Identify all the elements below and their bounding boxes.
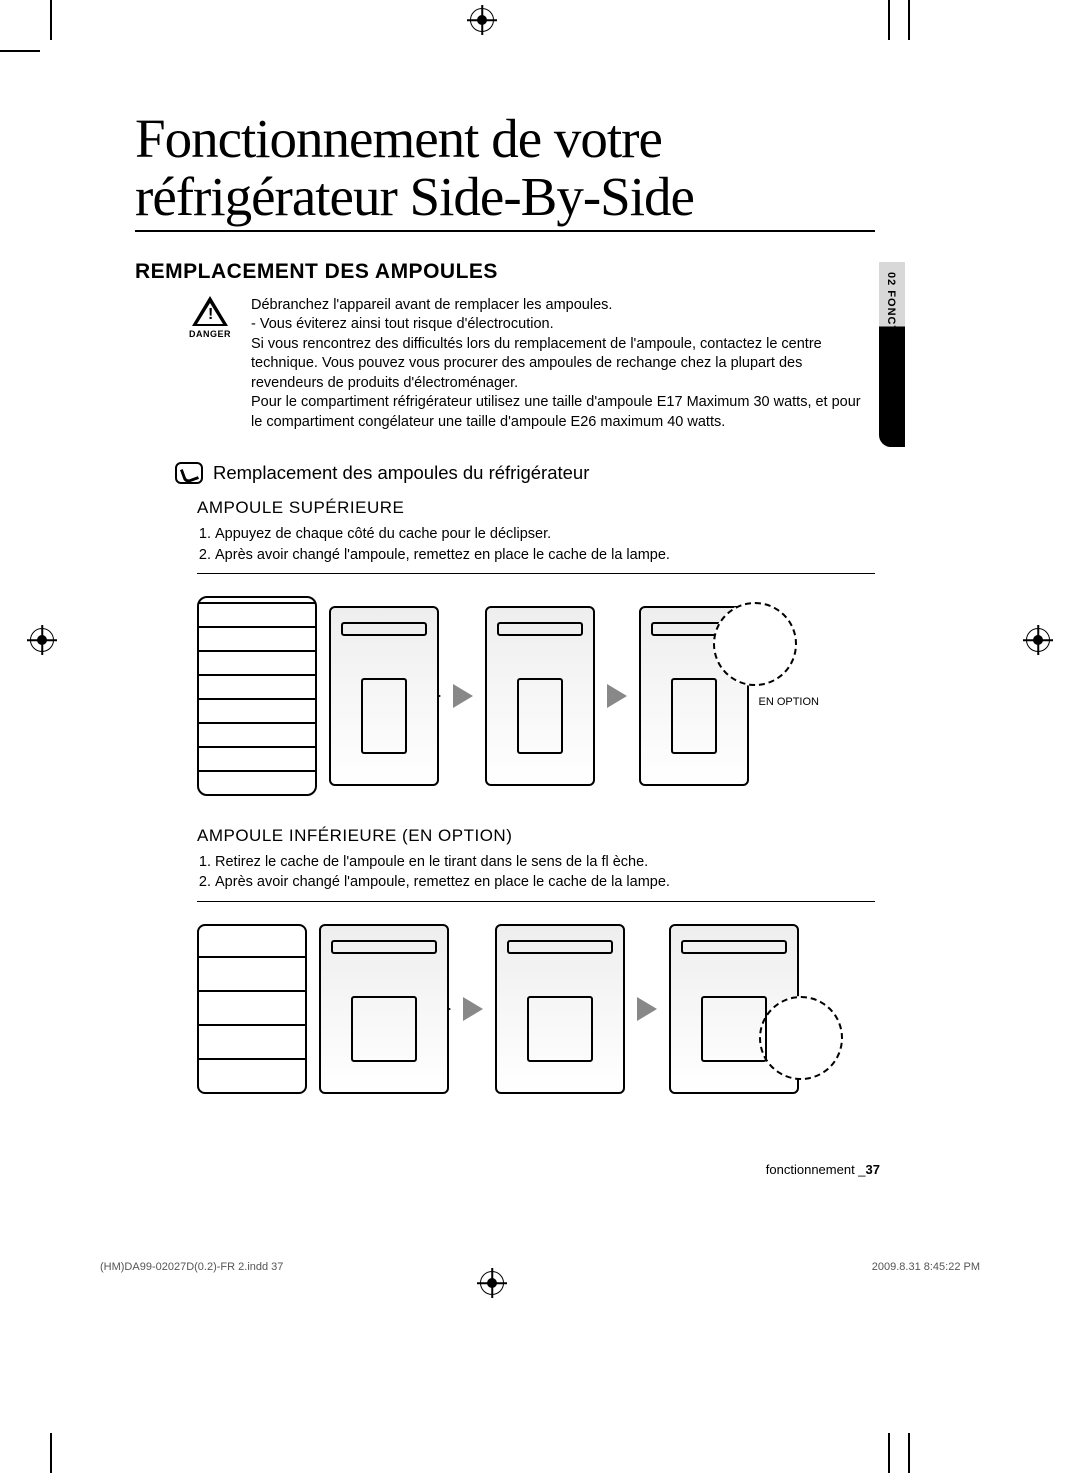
fridge-diagram [197, 924, 307, 1094]
registration-mark [470, 8, 494, 32]
arrow-icon [463, 997, 483, 1021]
danger-icon: ! DANGER [183, 296, 237, 433]
danger-text: Débranchez l'appareil avant de remplacer… [251, 296, 875, 433]
arrow-icon [607, 684, 627, 708]
crop-mark [50, 1433, 52, 1473]
note-icon [175, 462, 203, 484]
steps-lower: Retirez le cache de l'ampoule en le tira… [197, 852, 875, 893]
divider [197, 901, 875, 902]
step: Appuyez de chaque côté du cache pour le … [215, 524, 875, 544]
danger-line: Si vous rencontrez des difficultés lors … [251, 335, 875, 394]
registration-mark [30, 628, 54, 652]
divider [197, 573, 875, 574]
panel-diagram: EN OPTION [639, 606, 749, 786]
panel-diagram [485, 606, 595, 786]
panel-diagram [329, 606, 439, 786]
section-heading: REMPLACEMENT DES AMPOULES [135, 260, 875, 284]
step: Après avoir changé l'ampoule, remettez e… [215, 872, 875, 892]
step: Retirez le cache de l'ampoule en le tira… [215, 852, 875, 872]
print-timestamp: 2009.8.31 8:45:22 PM [872, 1261, 980, 1273]
arrow-icon [637, 997, 657, 1021]
zoom-circle [713, 602, 797, 686]
figure-lower-bulb [197, 924, 875, 1094]
side-tab: 02 FONCTIONNEMENT [879, 262, 905, 447]
page-footer: fonctionnement _37 [766, 1162, 880, 1177]
registration-mark [480, 1271, 504, 1295]
block-title-upper: AMPOULE SUPÉRIEURE [197, 498, 875, 518]
footer-label: fonctionnement _ [766, 1162, 866, 1177]
danger-line: Pour le compartiment réfrigérateur utili… [251, 393, 875, 432]
crop-mark [908, 0, 910, 40]
fridge-diagram [197, 596, 317, 796]
panel-diagram [319, 924, 449, 1094]
zoom-circle [759, 996, 843, 1080]
danger-label: DANGER [183, 329, 237, 339]
page-content: Fonctionnement de votre réfrigérateur Si… [135, 110, 875, 1124]
print-footer: (HM)DA99-02027D(0.2)-FR 2.indd 37 2009.8… [100, 1261, 980, 1273]
block-title-lower: AMPOULE INFÉRIEURE (EN OPTION) [197, 826, 875, 846]
crop-mark [50, 0, 52, 40]
side-tab-label: 02 FONCTIONNEMENT [885, 272, 897, 408]
panel-diagram [495, 924, 625, 1094]
subsection-title: Remplacement des ampoules du réfrigérate… [213, 462, 589, 484]
print-file: (HM)DA99-02027D(0.2)-FR 2.indd 37 [100, 1261, 283, 1273]
footer-page-number: 37 [866, 1162, 880, 1177]
subsection-row: Remplacement des ampoules du réfrigérate… [175, 462, 875, 484]
crop-mark [908, 1433, 910, 1473]
step: Après avoir changé l'ampoule, remettez e… [215, 545, 875, 565]
option-label: EN OPTION [758, 696, 819, 708]
panel-diagram [669, 924, 799, 1094]
arrow-icon [453, 684, 473, 708]
page-title: Fonctionnement de votre réfrigérateur Si… [135, 110, 875, 232]
danger-line: - Vous éviterez ainsi tout risque d'élec… [251, 315, 875, 335]
danger-block: ! DANGER Débranchez l'appareil avant de … [183, 296, 875, 433]
steps-upper: Appuyez de chaque côté du cache pour le … [197, 524, 875, 565]
registration-mark [1026, 628, 1050, 652]
crop-mark [888, 0, 890, 40]
crop-mark [0, 50, 40, 52]
figure-upper-bulb: EN OPTION [197, 596, 875, 796]
crop-mark [888, 1433, 890, 1473]
danger-line: Débranchez l'appareil avant de remplacer… [251, 296, 875, 316]
